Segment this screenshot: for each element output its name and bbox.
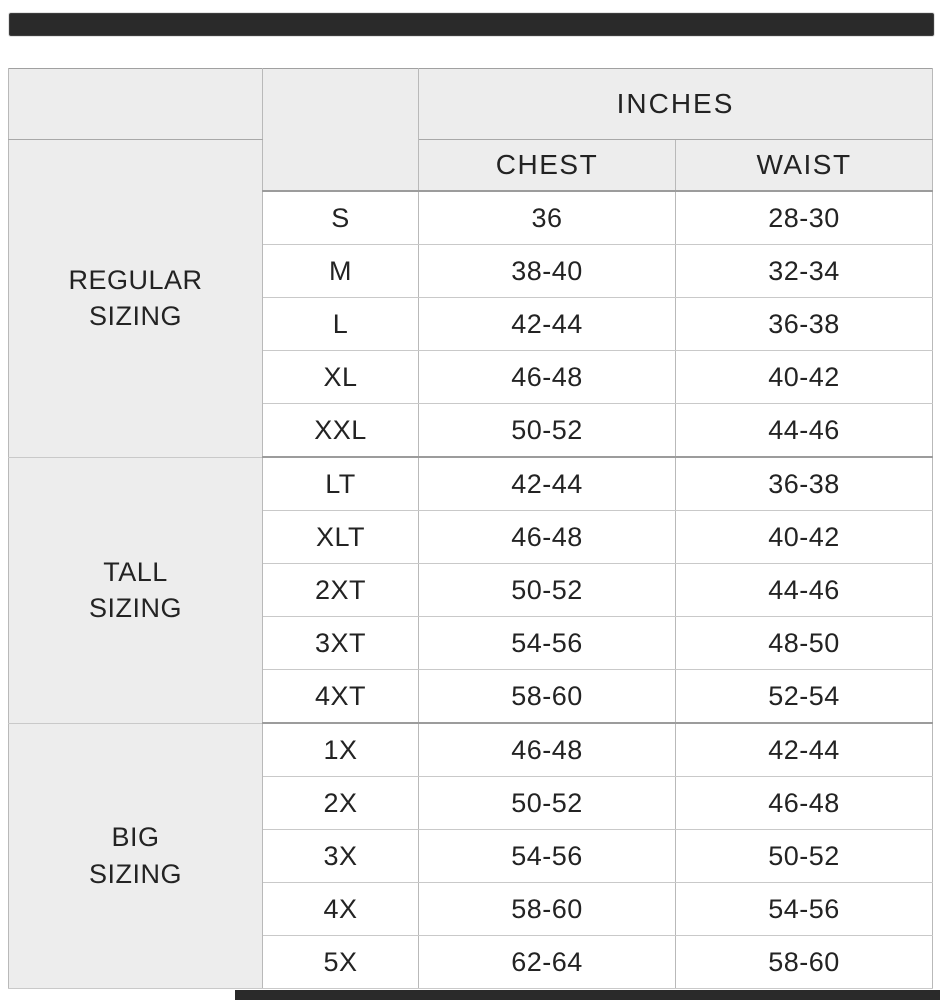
size-cell: 2X [262,776,419,830]
table-row-s: S 36 28-30 [9,191,934,245]
table-row-l: L 42-44 36-38 [9,297,934,351]
table-row-xl: XL 46-48 40-42 [9,350,934,404]
bottom-divider-bar [235,990,940,1000]
size-cell: XLT [262,510,419,564]
waist-cell: 36-38 [674,297,934,351]
size-cell: XL [262,350,419,404]
waist-cell: 32-34 [674,244,934,298]
size-chart-table: INCHES REGULAR SIZING CHEST WAIST S 36 2… [8,68,934,989]
chest-cell: 42-44 [418,297,676,351]
chest-cell: 50-52 [418,403,676,458]
waist-cell: 28-30 [674,191,934,245]
table-row-4xt: 4XT 58-60 52-54 [9,669,934,724]
table-row-3x: 3X 54-56 50-52 [9,829,934,883]
size-cell: 4XT [262,669,419,724]
waist-cell: 42-44 [674,723,934,777]
chest-cell: 36 [418,191,676,245]
table-row-3xt: 3XT 54-56 48-50 [9,616,934,670]
table-row-2xt: 2XT 50-52 44-46 [9,563,934,617]
waist-cell: 44-46 [674,403,934,458]
chest-cell: 54-56 [418,616,676,670]
waist-cell: 54-56 [674,882,934,936]
waist-cell: 46-48 [674,776,934,830]
table-row-xxl: XXL 50-52 44-46 [9,403,934,458]
waist-cell: 40-42 [674,350,934,404]
section-label-regular: REGULAR SIZING [8,139,263,458]
chest-cell: 46-48 [418,723,676,777]
size-cell: 3XT [262,616,419,670]
size-cell: LT [262,457,419,511]
table-row-1x: BIG SIZING 1X 46-48 42-44 [8,723,934,989]
size-cell: 3X [262,829,419,883]
chest-cell: 46-48 [418,510,676,564]
waist-cell: 50-52 [674,829,934,883]
chest-cell: 62-64 [418,935,676,989]
waist-column-header: WAIST [674,139,934,192]
size-cell: 4X [262,882,419,936]
size-cell: 2XT [262,563,419,617]
waist-cell: 40-42 [674,510,934,564]
corner-empty-cell [8,68,263,140]
header-row-units: INCHES [8,68,934,192]
table-row-2x: 2X 50-52 46-48 [9,776,934,830]
chest-cell: 50-52 [418,563,676,617]
size-cell: M [262,244,419,298]
chest-cell: 38-40 [418,244,676,298]
waist-cell: 58-60 [674,935,934,989]
table-row-xlt: XLT 46-48 40-42 [9,510,934,564]
waist-cell: 36-38 [674,457,934,511]
section-label-big: BIG SIZING [8,723,263,989]
waist-cell: 48-50 [674,616,934,670]
chest-cell: 54-56 [418,829,676,883]
section-label-tall: TALL SIZING [8,457,263,724]
table-row-m: M 38-40 32-34 [9,244,934,298]
units-header: INCHES [417,68,934,140]
waist-cell: 44-46 [674,563,934,617]
table-row-4x: 4X 58-60 54-56 [9,882,934,936]
chest-cell: 46-48 [418,350,676,404]
waist-cell: 52-54 [674,669,934,724]
table-row-lt: TALL SIZING LT 42-44 36-38 [8,457,934,724]
chest-column-header: CHEST [418,139,676,192]
size-cell: XXL [262,403,419,458]
size-cell: 1X [262,723,419,777]
header-row-measures: REGULAR SIZING CHEST WAIST [8,139,934,458]
size-cell: 5X [262,935,419,989]
table-row-5x: 5X 62-64 58-60 [9,935,934,989]
size-cell: S [262,191,419,245]
size-column-empty-header [262,68,419,192]
top-divider-bar [9,13,934,36]
chest-cell: 58-60 [418,882,676,936]
size-cell: L [262,297,419,351]
chest-cell: 50-52 [418,776,676,830]
chest-cell: 42-44 [418,457,676,511]
chest-cell: 58-60 [418,669,676,724]
